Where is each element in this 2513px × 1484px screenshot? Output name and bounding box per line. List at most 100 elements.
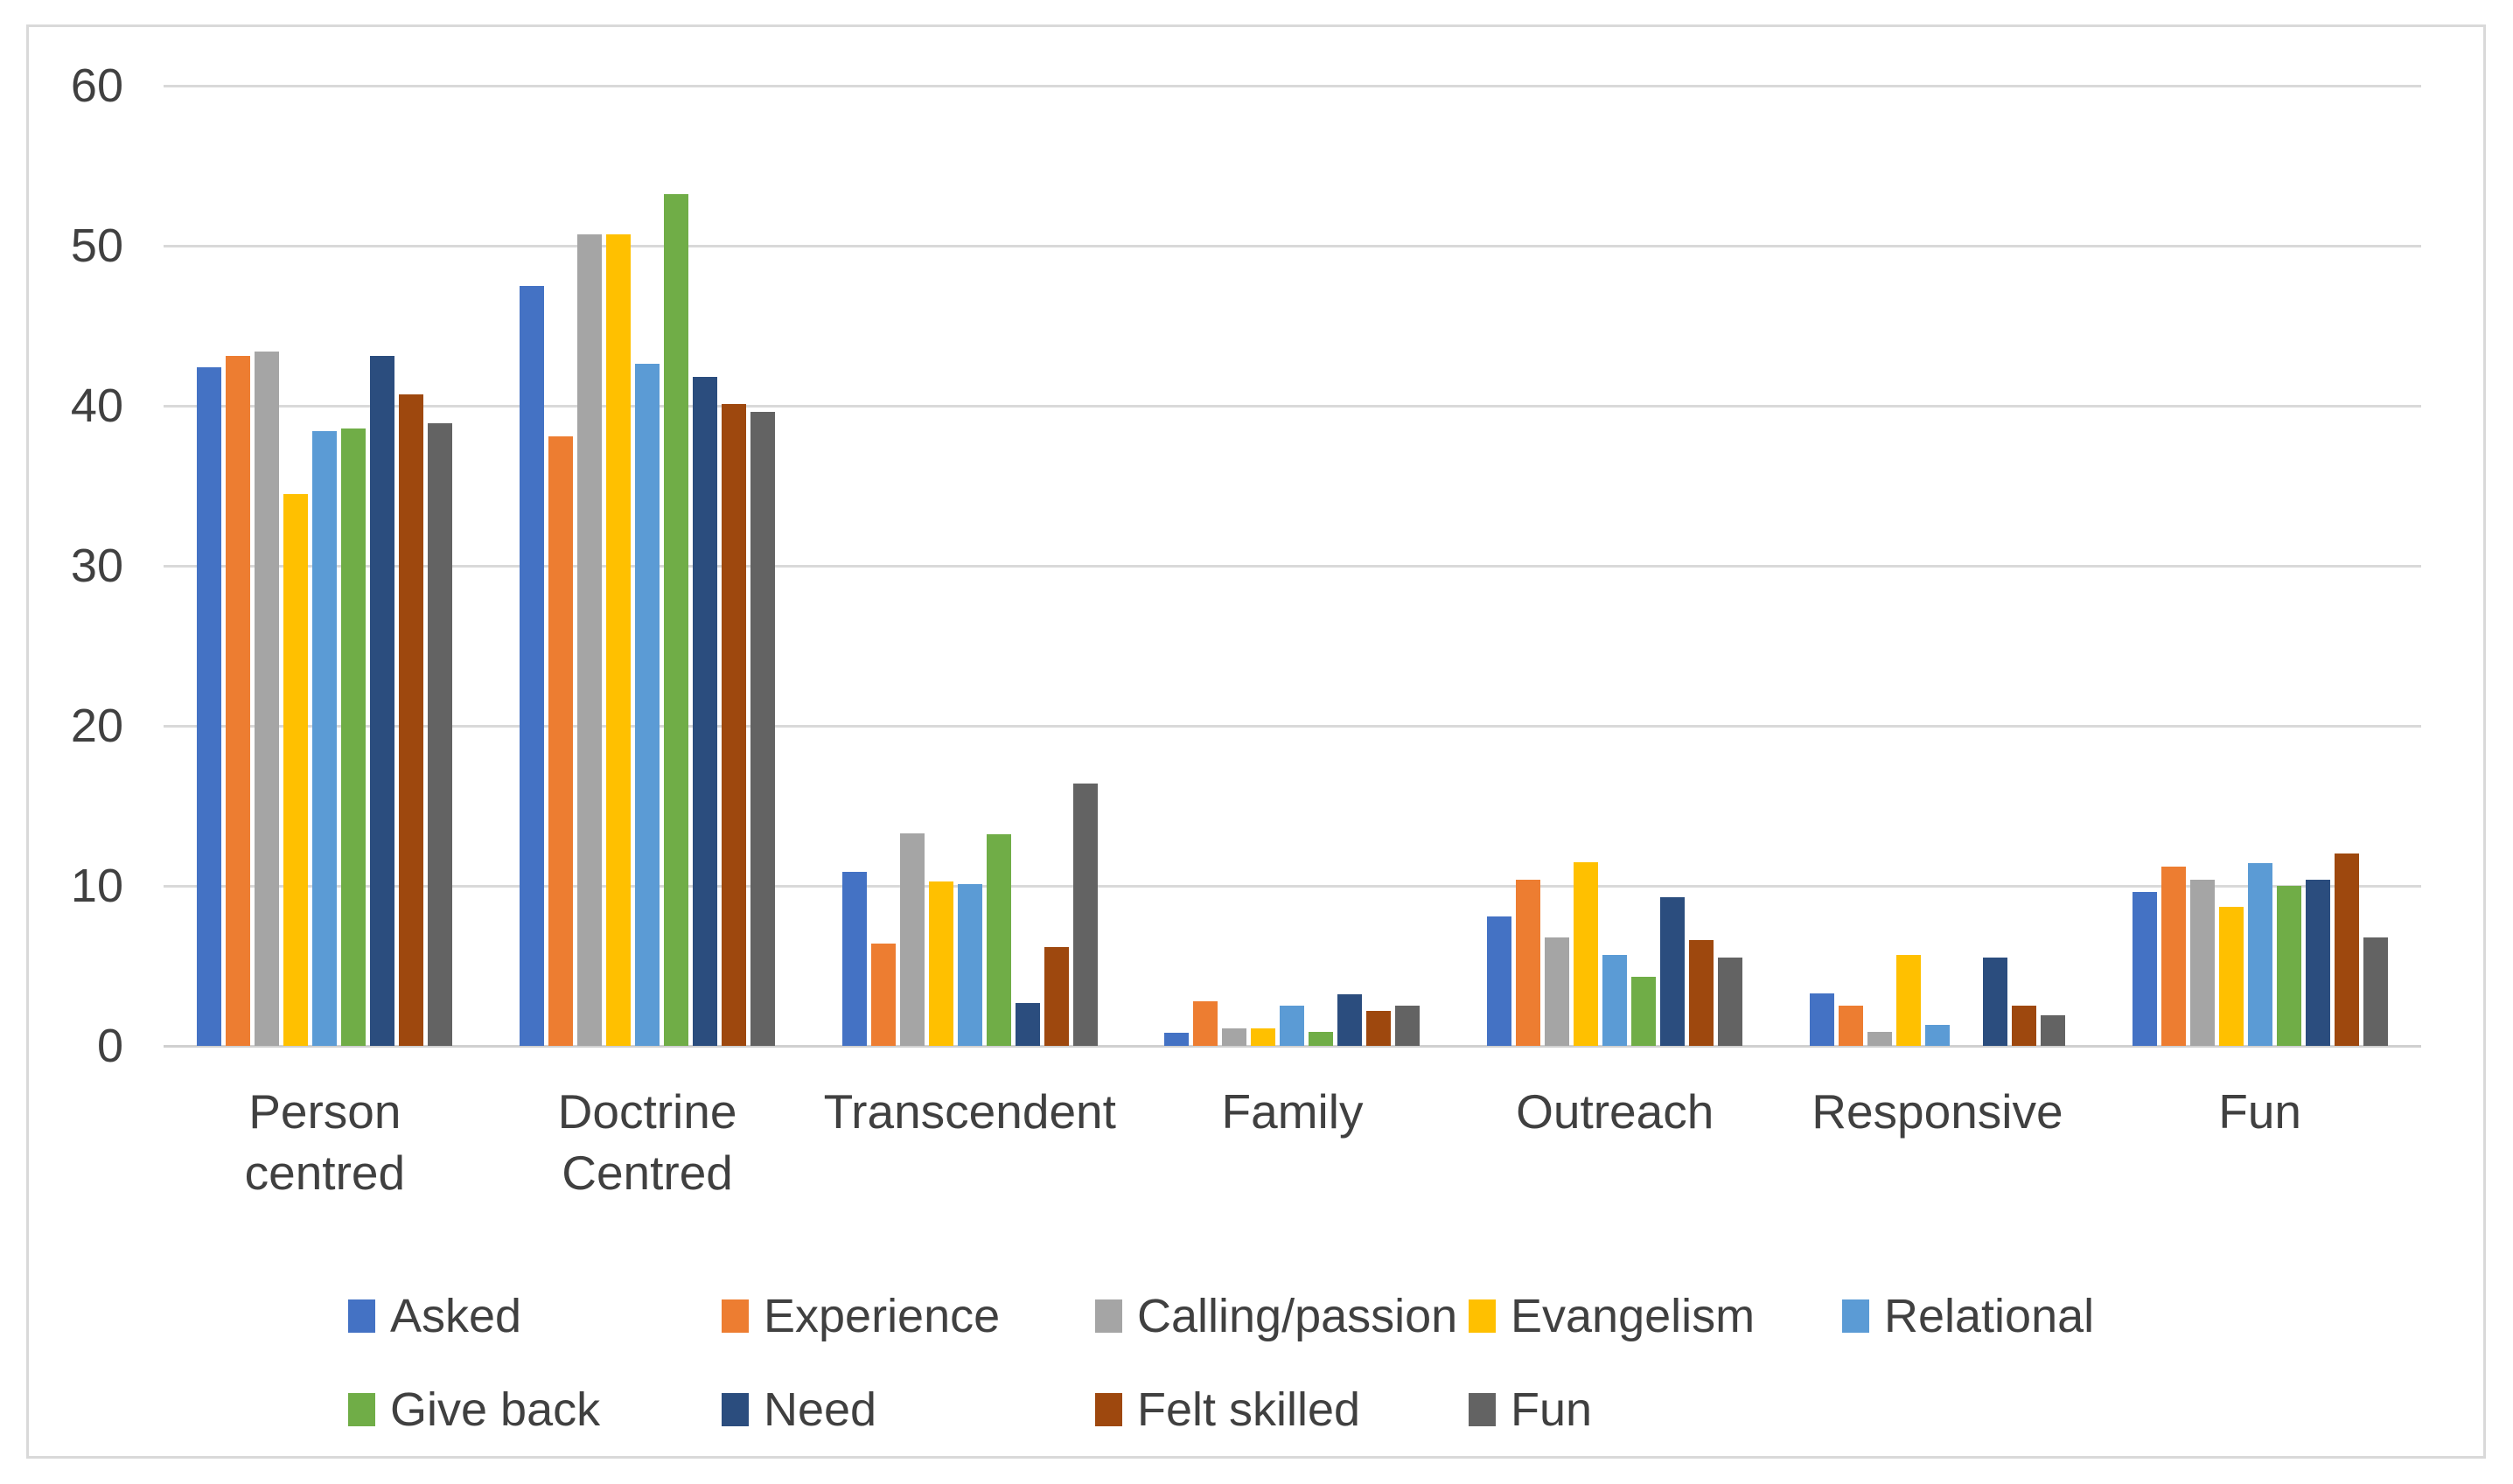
bar-asked — [1164, 1033, 1190, 1046]
legend-item-calling-passion: Calling/passion — [1065, 1285, 1457, 1347]
legend-item-evangelism: Evangelism — [1438, 1285, 1811, 1347]
bar-asked — [1809, 993, 1834, 1046]
legend-swatch-icon — [348, 1393, 375, 1426]
legend-swatch-icon — [1842, 1299, 1869, 1333]
bar-felt-skilled — [722, 404, 747, 1046]
bar-experience — [548, 435, 574, 1046]
legend-label: Felt skilled — [1137, 1383, 1361, 1436]
bar-relational — [312, 431, 338, 1046]
bar-fun — [1718, 958, 1743, 1046]
bar-group-outreach — [1454, 86, 1777, 1046]
bar-asked — [2132, 892, 2157, 1046]
bar-relational — [635, 364, 660, 1046]
bar-fun — [2363, 937, 2388, 1046]
bar-felt-skilled — [399, 394, 424, 1046]
bar-evangelism — [1574, 861, 1599, 1046]
category-label: Outreach — [1516, 1084, 1714, 1139]
bar-need — [693, 377, 718, 1046]
bar-calling-passion — [1222, 1028, 1247, 1046]
legend-label: Relational — [1884, 1290, 2095, 1342]
bar-evangelism — [928, 881, 953, 1046]
bar-calling-passion — [1545, 937, 1570, 1046]
bar-give-back — [341, 428, 366, 1046]
gridline — [164, 245, 2421, 247]
y-tick-label: 20 — [70, 700, 123, 752]
bar-calling-passion — [577, 234, 603, 1046]
legend-swatch-icon — [722, 1299, 749, 1333]
category-label: Doctrine Centred — [557, 1084, 737, 1200]
bar-fun — [2040, 1015, 2065, 1046]
bar-calling-passion — [1867, 1031, 1892, 1046]
bar-give-back — [1309, 1031, 1334, 1046]
legend-item-give-back: Give back — [318, 1379, 691, 1440]
bar-calling-passion — [2189, 879, 2215, 1046]
bar-evangelism — [606, 234, 632, 1046]
bar-group-transcendent — [808, 86, 1131, 1046]
y-tick-label: 40 — [70, 380, 123, 432]
bar-experience — [1193, 1000, 1218, 1046]
legend-swatch-icon — [1469, 1299, 1496, 1333]
bar-give-back — [1631, 977, 1657, 1046]
bar-evangelism — [283, 493, 309, 1046]
bar-felt-skilled — [1044, 946, 1069, 1046]
legend-item-asked: Asked — [318, 1285, 691, 1347]
bar-felt-skilled — [1689, 940, 1714, 1046]
bar-need — [2305, 879, 2330, 1046]
category-label: Transcendent — [823, 1084, 1116, 1139]
bar-calling-passion — [255, 351, 280, 1046]
bar-group-person-centred — [164, 86, 486, 1046]
bar-felt-skilled — [2334, 853, 2359, 1046]
bar-fun — [1395, 1006, 1421, 1046]
legend-label: Give back — [390, 1383, 601, 1436]
bar-asked — [1487, 916, 1512, 1046]
gridline — [164, 885, 2421, 888]
legend-item-experience: Experience — [691, 1285, 1065, 1347]
y-tick-label: 60 — [70, 59, 123, 112]
gridline — [164, 725, 2421, 728]
bar-relational — [1602, 954, 1628, 1046]
legend-swatch-icon — [1469, 1393, 1496, 1426]
bar-group-responsive — [1777, 86, 2099, 1046]
bar-asked — [520, 285, 545, 1046]
bar-need — [370, 356, 395, 1046]
bar-felt-skilled — [2011, 1006, 2036, 1046]
legend-label: Calling/passion — [1137, 1290, 1458, 1342]
gridline — [164, 85, 2421, 87]
legend-swatch-icon — [1095, 1393, 1122, 1426]
chart-frame: 0 10 20 30 40 50 60 Person centred Doctrine Cen… — [26, 24, 2486, 1459]
y-tick-label: 50 — [70, 219, 123, 272]
bar-group-doctrine-centred — [486, 86, 809, 1046]
bar-relational — [957, 884, 982, 1046]
category-label: Responsive — [1811, 1084, 2063, 1139]
y-tick-label: 30 — [70, 540, 123, 592]
bar-need — [1015, 1002, 1040, 1046]
legend-label: Evangelism — [1511, 1290, 1756, 1342]
category-label: Fun — [2218, 1084, 2302, 1139]
bar-relational — [1280, 1006, 1305, 1046]
bar-need — [1982, 958, 2007, 1046]
legend-item-fun: Fun — [1438, 1379, 1811, 1440]
bar-evangelism — [1251, 1028, 1276, 1046]
legend-row-2: Give back Need Felt skilled Fun — [318, 1379, 1811, 1440]
legend-label: Fun — [1511, 1383, 1593, 1436]
bar-evangelism — [1895, 954, 1921, 1046]
bar-asked — [197, 367, 222, 1046]
gridline — [164, 405, 2421, 408]
legend-label: Asked — [390, 1290, 522, 1342]
bar-need — [1337, 994, 1363, 1046]
bar-give-back — [986, 834, 1011, 1046]
bar-relational — [2247, 863, 2272, 1046]
bar-calling-passion — [899, 833, 925, 1046]
legend-item-felt-skilled: Felt skilled — [1065, 1379, 1438, 1440]
bar-experience — [2160, 867, 2186, 1046]
legend-item-relational: Relational — [1811, 1285, 2185, 1347]
legend-label: Need — [764, 1383, 877, 1436]
legend-label: Experience — [764, 1290, 1001, 1342]
bar-felt-skilled — [1366, 1010, 1392, 1046]
bar-evangelism — [2218, 906, 2244, 1046]
bar-give-back — [2276, 886, 2301, 1046]
y-tick-label: 0 — [96, 1020, 123, 1072]
legend-swatch-icon — [722, 1393, 749, 1426]
category-label: Family — [1221, 1084, 1364, 1139]
